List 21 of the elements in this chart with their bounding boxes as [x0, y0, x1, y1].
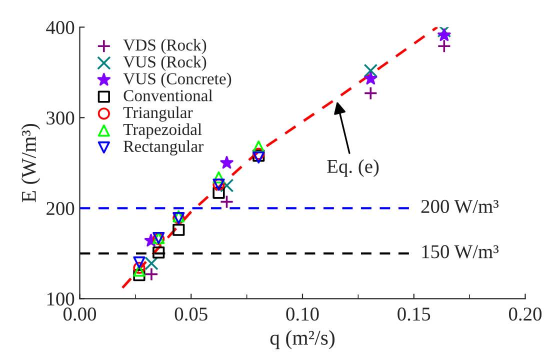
legend-label: VDS (Rock): [123, 38, 206, 54]
x-tick-label: 0.15: [398, 308, 430, 321]
y-tick-label: 300: [46, 111, 74, 125]
x-tick-label: 0.10: [286, 308, 319, 321]
legend-label: VUS (Rock): [123, 56, 206, 71]
x-tick-label: 0.00: [63, 308, 96, 321]
y-tick-label: 200: [46, 202, 74, 216]
x-axis-title: q (m²/s): [270, 330, 335, 350]
legend-label: Conventional: [124, 90, 213, 102]
y-axis-title: E (W/m³): [21, 124, 40, 202]
ref-line-label: 150 W/m³: [422, 245, 499, 258]
x-tick-label: 0.05: [174, 308, 208, 321]
legend-label: Trapezoidal: [123, 123, 202, 138]
y-tick-label: 400: [46, 20, 74, 34]
ref-line-label: 200 W/m³: [421, 200, 499, 214]
x-tick-label: 0.20: [508, 308, 542, 321]
legend-label: Rectangular: [124, 140, 204, 156]
y-tick-label: 100: [47, 292, 74, 306]
annotation: Eq. (e): [327, 159, 379, 177]
legend-label: Triangular: [123, 106, 193, 122]
legend-label: VUS (Concrete): [123, 72, 232, 88]
